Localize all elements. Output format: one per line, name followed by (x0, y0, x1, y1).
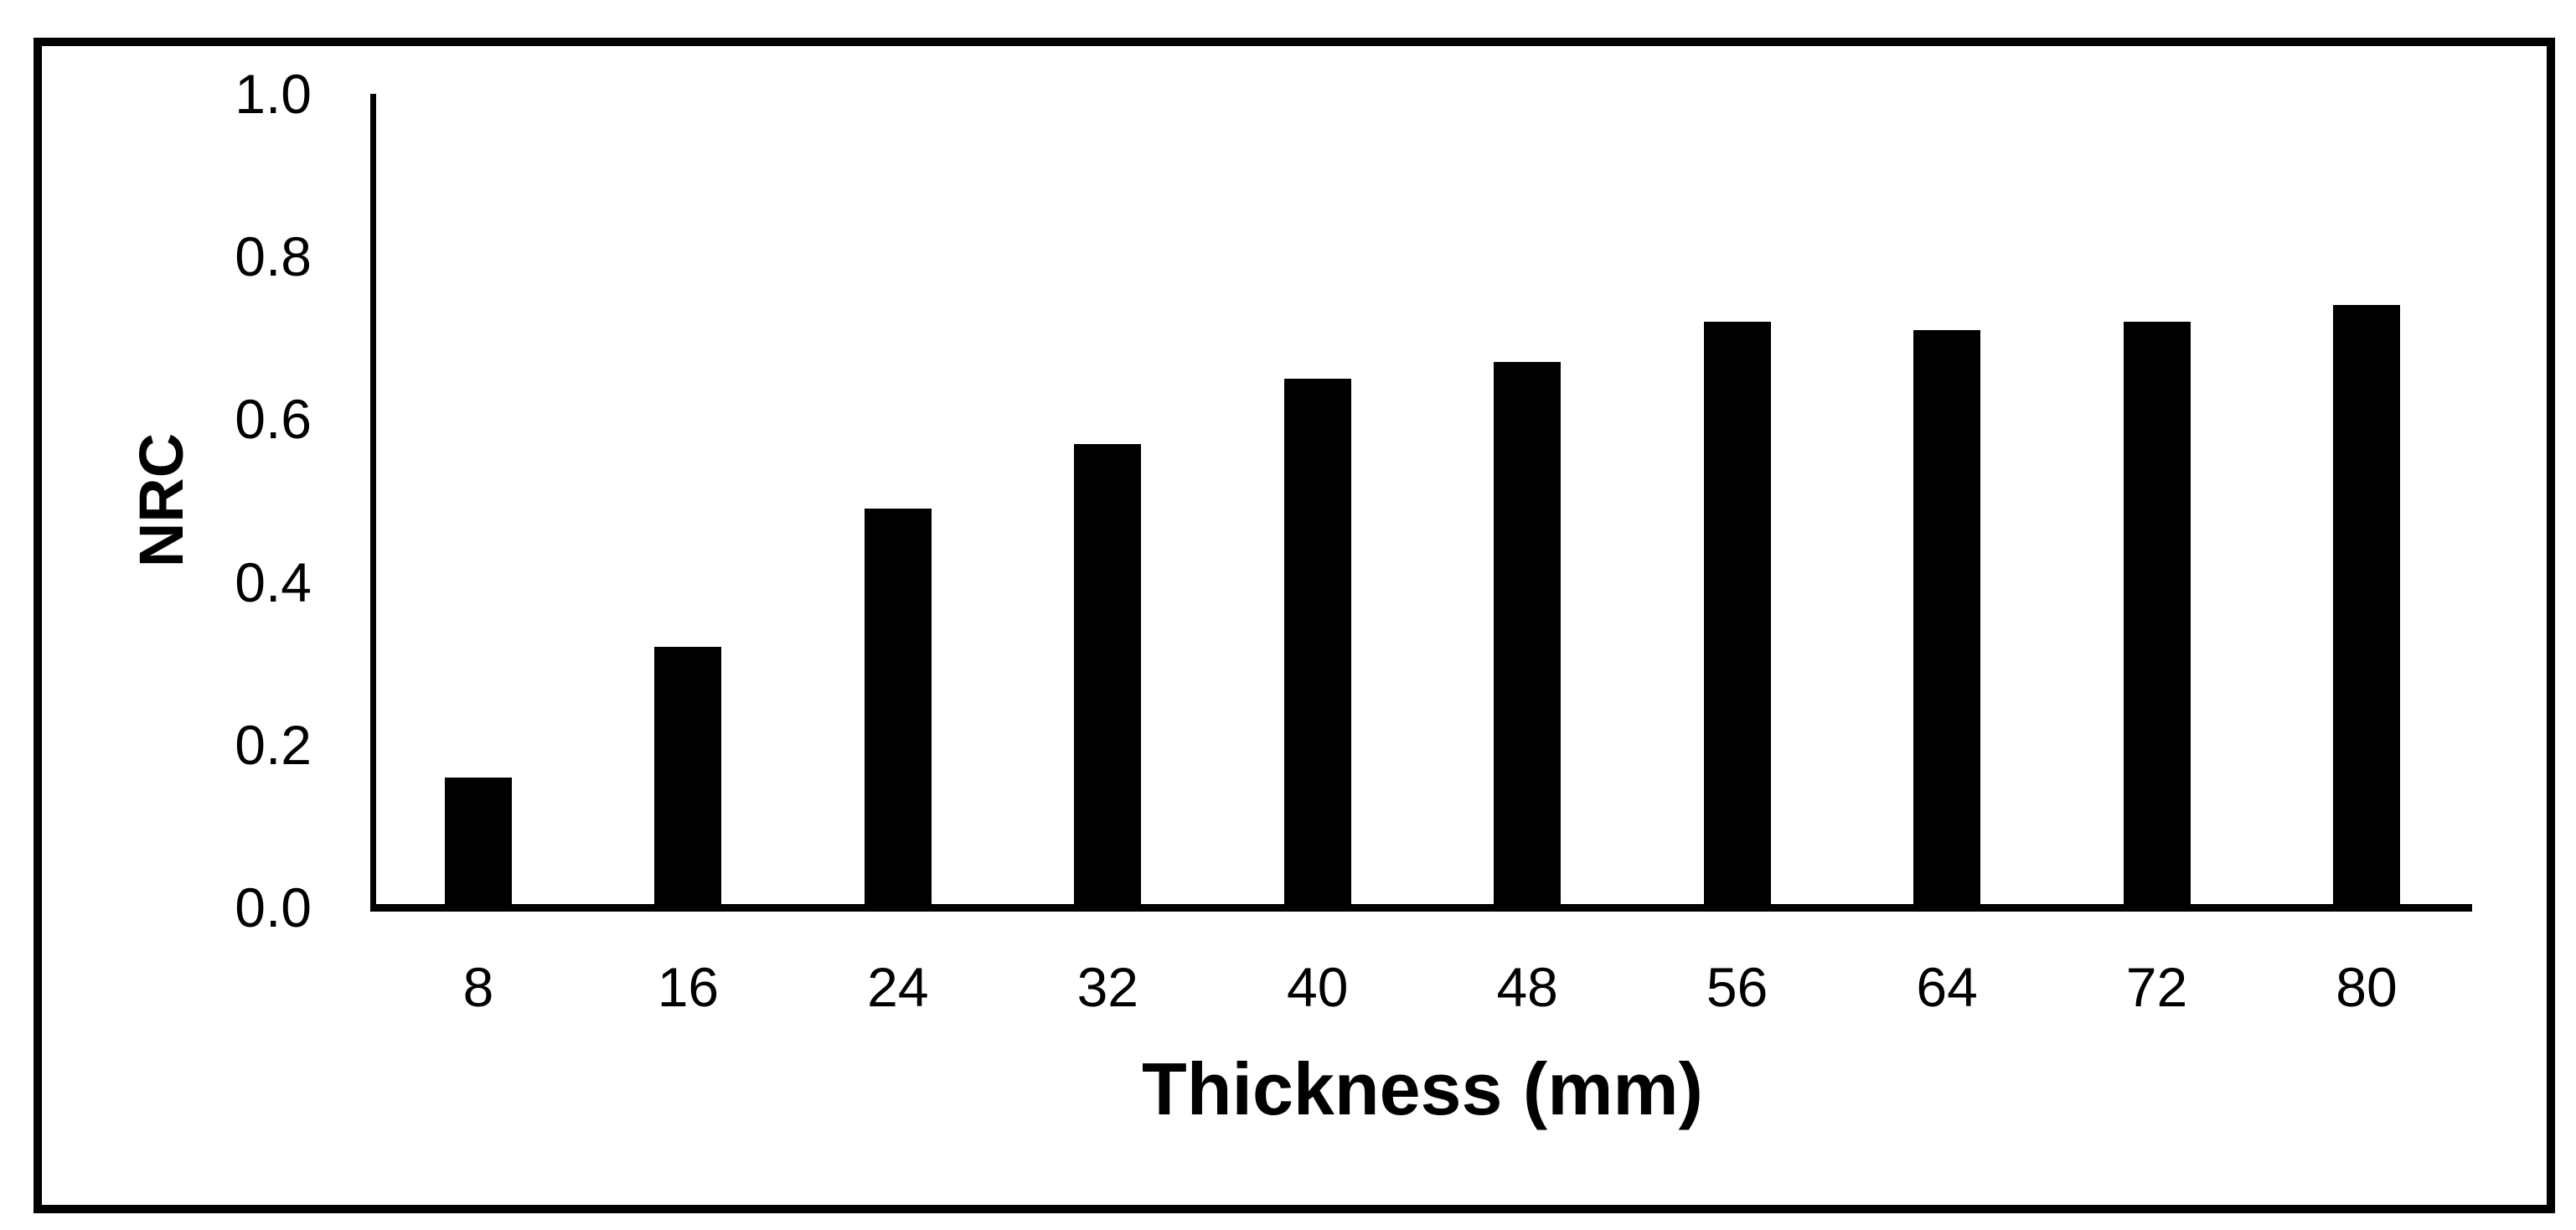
y-axis-line (370, 94, 376, 911)
y-tick-label: 0.0 (235, 876, 312, 938)
bar-64mm (1913, 329, 1981, 907)
bar-16mm (654, 647, 722, 907)
x-axis-line (370, 904, 2472, 912)
x-tick-label: 16 (657, 956, 720, 1018)
x-tick-label: 80 (2336, 956, 2398, 1018)
bar-56mm (1703, 321, 1771, 907)
x-tick-label: 32 (1076, 956, 1139, 1018)
y-tick-label: 0.4 (235, 550, 312, 613)
y-tick-label: 0.2 (235, 713, 312, 776)
y-tick-label: 0.8 (235, 225, 312, 288)
y-tick-label: 0.6 (235, 388, 312, 451)
bar-40mm (1283, 378, 1351, 907)
x-tick-label: 40 (1287, 956, 1349, 1018)
bar-32mm (1074, 443, 1142, 907)
x-axis-title: Thickness (mm) (1142, 1047, 1703, 1130)
y-tick-label: 1.0 (235, 63, 312, 125)
bar-48mm (1494, 362, 1562, 907)
x-tick-label: 24 (867, 956, 929, 1018)
bar-24mm (864, 509, 932, 907)
x-tick-label: 8 (462, 956, 494, 1018)
bar-80mm (2332, 305, 2400, 907)
x-tick-label: 72 (2125, 956, 2188, 1018)
bar-72mm (2123, 321, 2191, 907)
x-tick-label: 56 (1706, 956, 1768, 1018)
x-tick-label: 64 (1916, 956, 1978, 1018)
bar-8mm (445, 777, 512, 907)
x-tick-label: 48 (1496, 956, 1558, 1018)
